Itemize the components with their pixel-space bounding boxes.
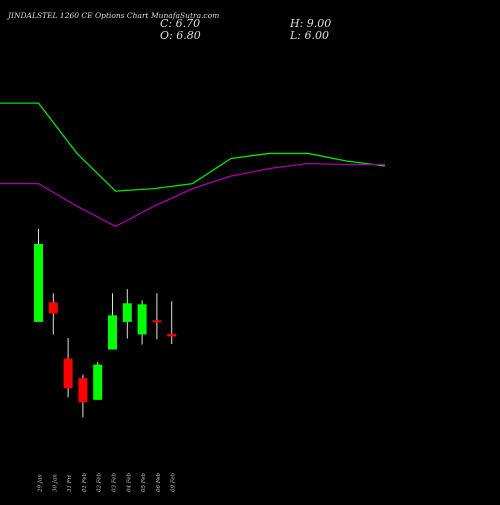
x-tick-label: 02 Feb — [97, 472, 103, 492]
close-value: C: 6.70 — [160, 17, 200, 30]
candle-body — [108, 315, 117, 350]
x-tick-label: 04 Feb — [126, 472, 132, 492]
x-tick-label: 06 Feb — [156, 472, 162, 492]
x-tick-label: 03 Feb — [112, 472, 118, 492]
open-value: O: 6.80 — [160, 29, 201, 42]
high-value: H: 9.00 — [289, 17, 331, 30]
x-tick-label: 30 Jan — [52, 474, 58, 492]
ma-line-2 — [0, 162, 385, 228]
x-tick-label: 29 Jan — [38, 474, 44, 493]
moving-average-lines — [0, 102, 386, 228]
x-axis-labels: 29 Jan 30 Jan 31 Fri 01 Feb 02 Feb 03 Feb 04 F… — [38, 472, 177, 493]
x-tick-label: 31 Fri — [67, 475, 73, 492]
ma-line-1 — [0, 102, 386, 192]
chart-title: JINDALSTEL 1260 CE Options Chart MunafaS… — [6, 11, 219, 20]
candle-body — [93, 364, 103, 400]
candle-body — [137, 304, 147, 335]
candle-body — [152, 320, 162, 323]
candle-body — [122, 303, 132, 322]
candle-body — [78, 378, 88, 403]
candlesticks — [34, 228, 177, 418]
candle-body — [48, 302, 58, 314]
x-tick-label: 05 Feb — [141, 472, 147, 492]
candle-body — [63, 358, 73, 389]
candle-body — [167, 333, 177, 337]
x-tick-label: 01 Feb — [82, 472, 88, 492]
candle-body — [34, 243, 43, 322]
low-value: L: 6.00 — [289, 29, 329, 42]
x-tick-label: 09 Feb — [171, 472, 177, 492]
